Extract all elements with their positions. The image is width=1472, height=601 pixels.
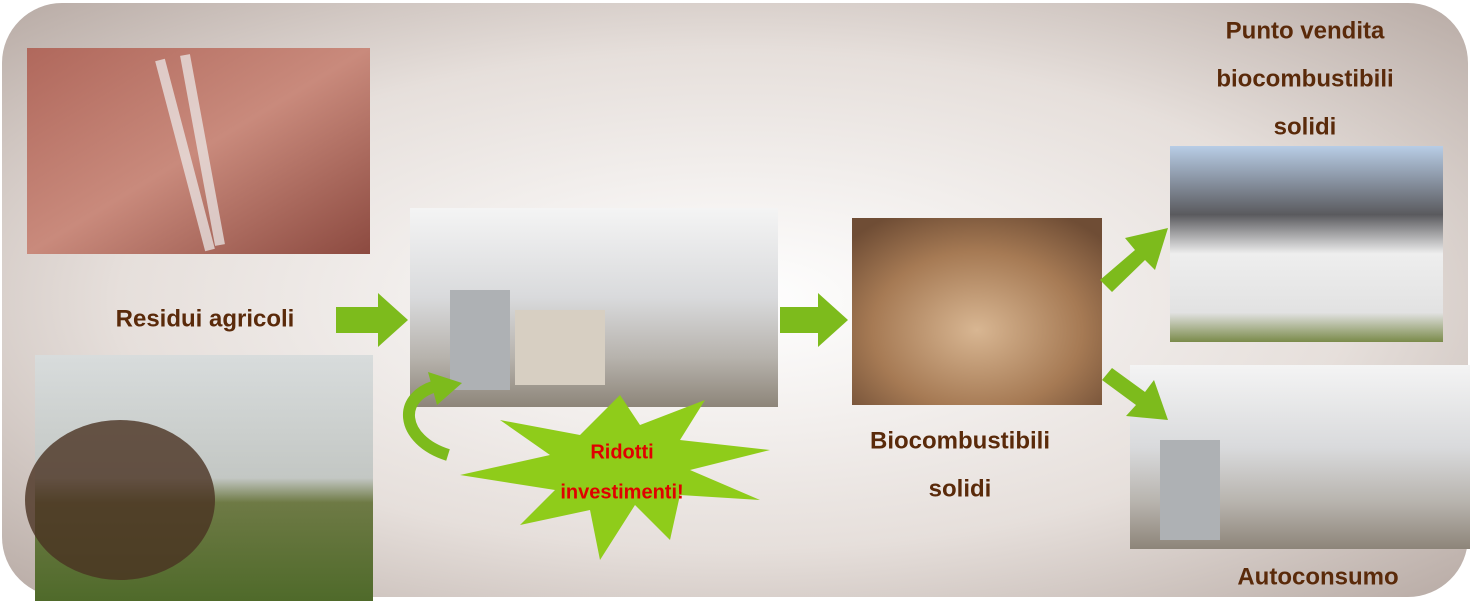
label-residui: Residui agricoli bbox=[116, 305, 295, 332]
photo-pellets bbox=[852, 218, 1102, 405]
label-ridotti: Ridotti bbox=[590, 441, 653, 463]
photo-detail bbox=[1160, 440, 1220, 540]
label-punto-vendita: Punto vendita bbox=[1226, 17, 1385, 44]
diagram: Residui agricoli Ridotti investimenti! B… bbox=[0, 0, 1472, 601]
label-autoconsumo: Autoconsumo bbox=[1237, 563, 1398, 590]
label-biocombustibili: Biocombustibili bbox=[870, 427, 1050, 454]
photo-detail bbox=[515, 310, 605, 385]
label-biocombustibili: solidi bbox=[929, 475, 992, 502]
photo-detail bbox=[25, 420, 215, 580]
label-punto-vendita: biocombustibili bbox=[1216, 65, 1393, 92]
label-punto-vendita: solidi bbox=[1274, 113, 1337, 140]
label-ridotti: investimenti! bbox=[560, 481, 683, 503]
photo-shop bbox=[1170, 146, 1443, 342]
photo-detail bbox=[450, 290, 510, 390]
